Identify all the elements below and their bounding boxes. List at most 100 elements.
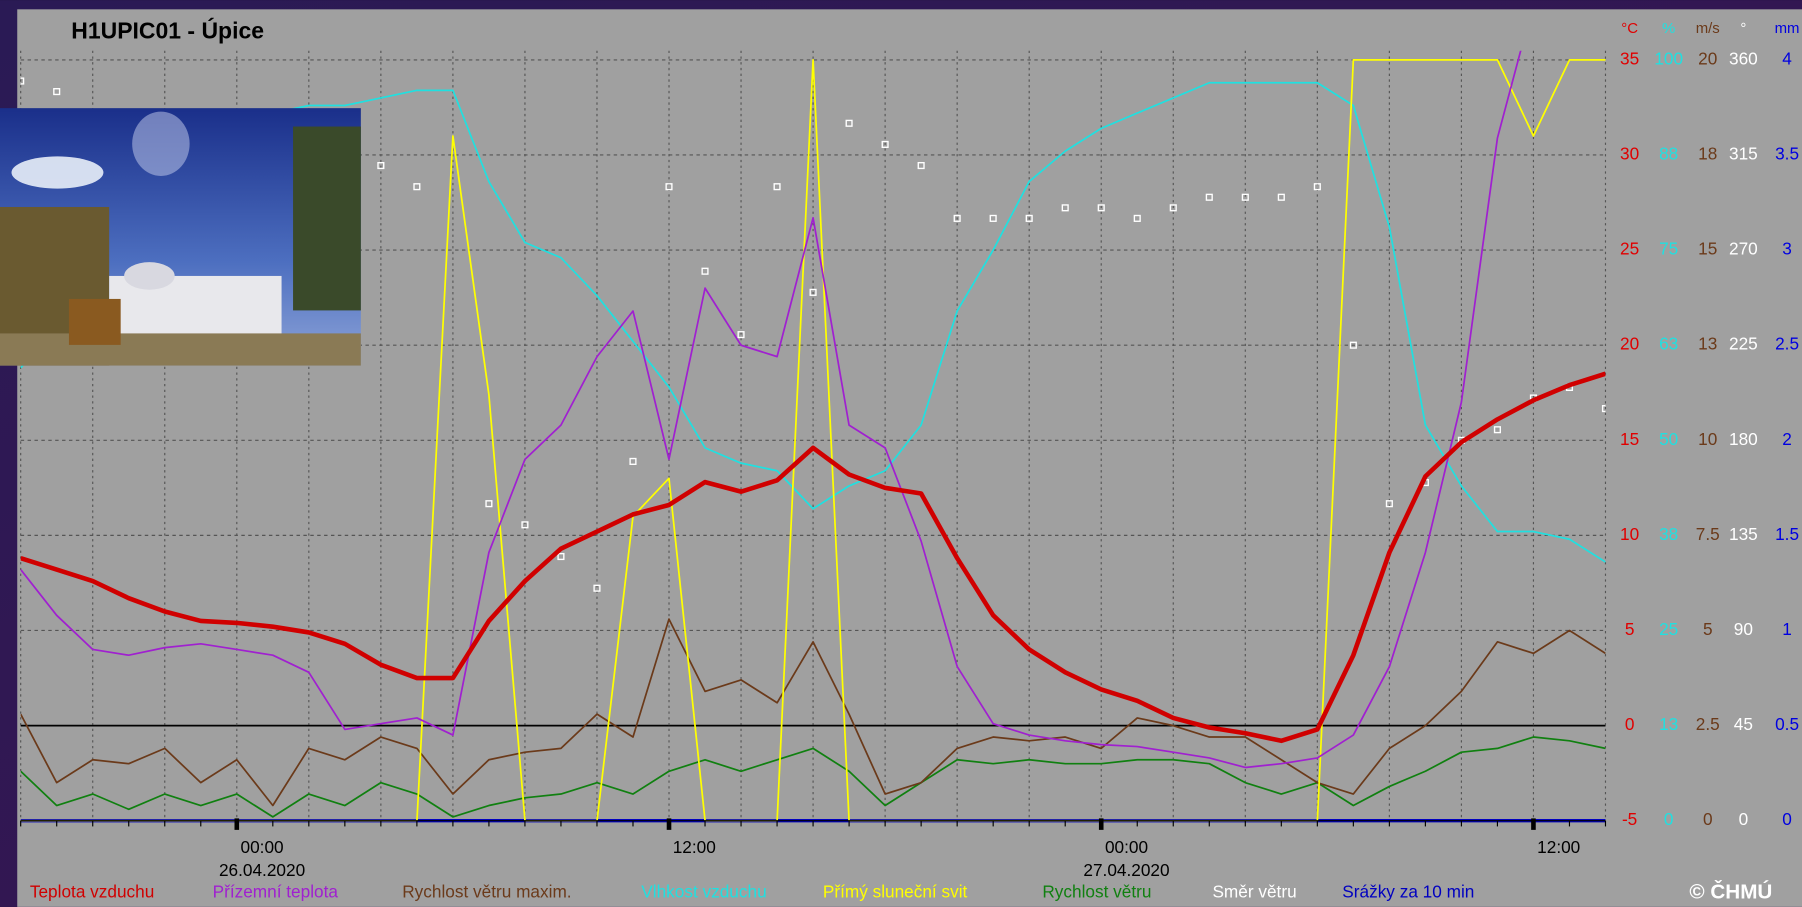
wind-direction-point — [917, 161, 925, 170]
wind-direction-point — [1205, 193, 1213, 201]
wind-direction-point — [1601, 405, 1606, 413]
wind-direction-point — [773, 183, 781, 191]
y-tick-label: 15 — [1698, 239, 1717, 259]
y-tick-label: 4 — [1782, 48, 1792, 68]
axis-unit: ° — [1740, 20, 1746, 37]
wind-direction-point — [1241, 193, 1249, 201]
y-tick-label: 90 — [1734, 619, 1753, 639]
wind-direction-point — [881, 140, 889, 148]
y-tick-label: 315 — [1729, 144, 1758, 164]
y-tick-label: 88 — [1659, 144, 1678, 164]
wind-direction-point — [845, 119, 853, 127]
y-tick-label: 18 — [1698, 144, 1717, 164]
y-tick-label: 30 — [1620, 144, 1639, 164]
axis-unit: % — [1662, 20, 1675, 37]
y-tick-label: 225 — [1729, 334, 1758, 354]
wind-direction-point — [665, 183, 673, 191]
y-tick-label: 15 — [1620, 429, 1639, 449]
y-tick-label: 10 — [1620, 524, 1639, 544]
legend-entry: Přízemní teplota — [213, 882, 339, 902]
wind-direction-point — [1025, 214, 1033, 222]
axis-unit: °C — [1621, 20, 1638, 37]
wind-direction-point — [737, 331, 745, 339]
legend-entry: Vlhkost vzduchu — [641, 882, 766, 902]
y-tick-label: 25 — [1620, 239, 1639, 259]
y-tick-label: 45 — [1734, 714, 1753, 734]
y-tick-label: 13 — [1659, 714, 1678, 734]
y-tick-label: 0 — [1782, 809, 1792, 829]
webcam-photo — [0, 108, 361, 366]
legend-entry: Rychlost větru maxim. — [402, 882, 571, 902]
wind-direction-point — [593, 584, 601, 592]
x-tick-date: 26.04.2020 — [219, 860, 305, 880]
y-tick-label: 20 — [1698, 48, 1717, 68]
series-line — [20, 736, 1606, 818]
wind-direction-point — [1277, 193, 1285, 201]
legend-entry: Teplota vzduchu — [30, 882, 154, 902]
wind-direction-point — [521, 521, 529, 529]
y-tick-label: 0 — [1625, 714, 1635, 734]
x-tick-label: 12:00 — [1537, 837, 1580, 857]
wind-direction-point — [1169, 204, 1177, 212]
axis-unit: mm — [1775, 20, 1800, 37]
x-tick-label: 00:00 — [241, 837, 284, 857]
wind-direction-point — [701, 267, 709, 275]
y-tick-label: 2 — [1782, 429, 1792, 449]
y-tick-label: 3 — [1782, 239, 1792, 259]
wind-direction-point — [557, 552, 565, 561]
wind-direction-point — [809, 288, 817, 296]
y-tick-label: 135 — [1729, 524, 1758, 544]
y-tick-label: 20 — [1620, 334, 1639, 354]
x-tick-label: 00:00 — [1105, 837, 1148, 857]
legend-entry: Směr větru — [1212, 882, 1296, 902]
wind-direction-point — [629, 457, 637, 465]
wind-direction-point — [953, 214, 961, 222]
wind-direction-point — [1061, 204, 1069, 212]
y-tick-label: 75 — [1659, 239, 1678, 259]
y-tick-label: -5 — [1622, 809, 1637, 829]
y-tick-label: 1 — [1782, 619, 1792, 639]
wind-direction-point — [377, 161, 385, 170]
x-tick-date: 27.04.2020 — [1083, 860, 1169, 880]
y-tick-label: 0 — [1664, 809, 1674, 829]
y-tick-label: 0 — [1739, 809, 1749, 829]
chart-title: H1UPIC01 - Úpice — [71, 17, 264, 43]
y-tick-label: 2.5 — [1775, 334, 1799, 354]
y-tick-label: 100 — [1654, 48, 1683, 68]
y-tick-label: 180 — [1729, 429, 1758, 449]
wind-direction-point — [1097, 204, 1105, 212]
y-tick-label: 270 — [1729, 239, 1758, 259]
y-tick-label: 0 — [1703, 809, 1713, 829]
wind-direction-point — [20, 77, 25, 85]
y-tick-label: 63 — [1659, 334, 1678, 354]
wind-direction-point — [1385, 500, 1393, 508]
y-tick-label: 5 — [1703, 619, 1713, 639]
wind-direction-point — [1349, 341, 1357, 349]
y-tick-label: 13 — [1698, 334, 1717, 354]
legend-entry: Rychlost větru — [1042, 882, 1151, 902]
y-tick-label: 5 — [1625, 619, 1635, 639]
y-tick-label: 7.5 — [1696, 524, 1720, 544]
y-tick-label: 50 — [1659, 429, 1678, 449]
y-tick-label: 3.5 — [1775, 144, 1799, 164]
series-line — [20, 371, 1606, 744]
y-tick-label: 25 — [1659, 619, 1678, 639]
y-tick-label: 1.5 — [1775, 524, 1799, 544]
wind-direction-point — [989, 214, 997, 222]
wind-direction-point — [1493, 426, 1501, 434]
y-tick-label: 10 — [1698, 429, 1717, 449]
copyright: © ČHMÚ — [1689, 880, 1772, 904]
series-line — [20, 50, 1522, 769]
axis-unit: m/s — [1696, 20, 1720, 37]
y-tick-label: 35 — [1620, 48, 1639, 68]
wind-direction-point — [53, 88, 61, 96]
y-tick-label: 38 — [1659, 524, 1678, 544]
wind-direction-point — [1313, 183, 1321, 191]
wind-direction-point — [413, 183, 421, 191]
wind-direction-point — [1133, 214, 1141, 222]
axes: 00:00 26.04.2020 12:00 00:00 27.04.2020 12:00… — [20, 20, 1800, 902]
y-tick-label: 2.5 — [1696, 714, 1720, 734]
y-tick-label: 0.5 — [1775, 714, 1799, 734]
y-tick-label: 360 — [1729, 48, 1758, 68]
